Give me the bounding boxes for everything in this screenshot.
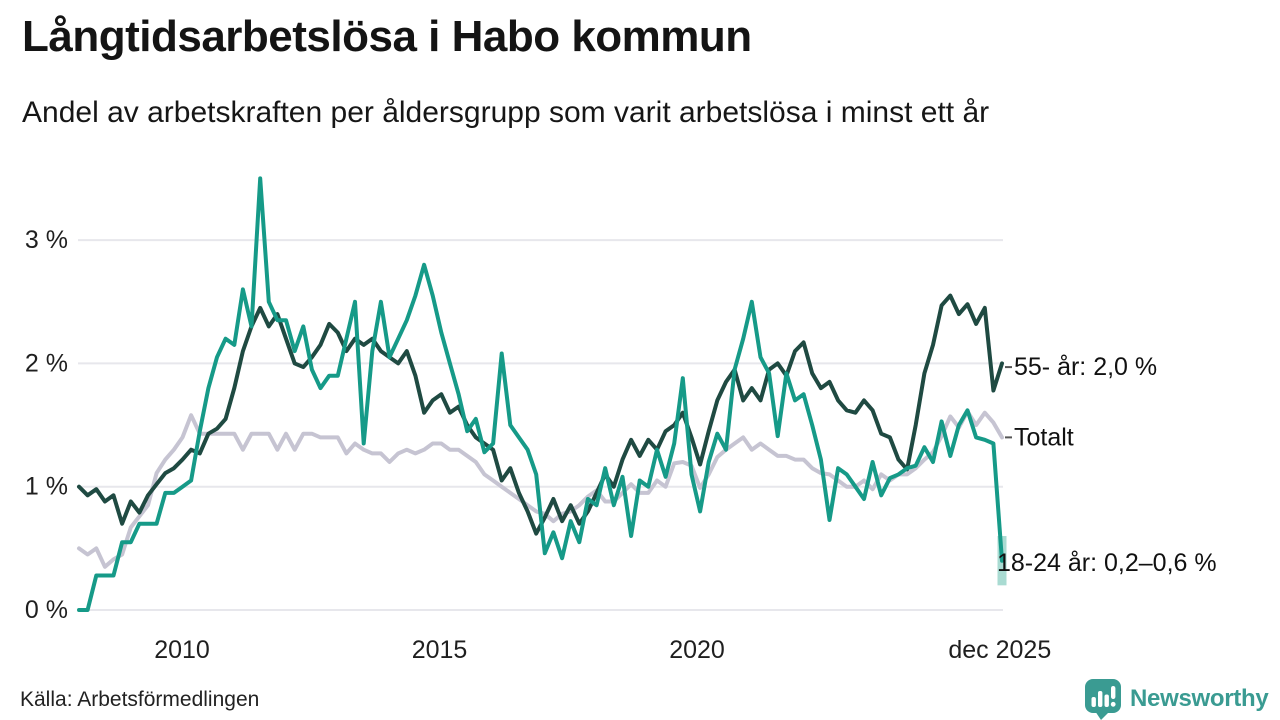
x-tick-label: 2020 bbox=[669, 636, 725, 664]
series-end-label: 55- år: 2,0 % bbox=[1014, 353, 1157, 381]
x-tick-label: 2010 bbox=[154, 636, 210, 664]
series-line-totalt bbox=[77, 409, 1004, 569]
y-tick-label: 3 % bbox=[25, 226, 68, 254]
x-tick-label: 2015 bbox=[412, 636, 468, 664]
newsworthy-logo-icon bbox=[1085, 679, 1121, 720]
newsworthy-logo: Newsworthy bbox=[1084, 678, 1269, 720]
brand-name: Newsworthy bbox=[1130, 685, 1269, 712]
y-tick-label: 2 % bbox=[25, 349, 68, 377]
series-end-label: 18-24 år: 0,2–0,6 % bbox=[997, 549, 1217, 577]
chart-subtitle: Andel av arbetskraften per åldersgrupp s… bbox=[22, 96, 990, 129]
y-tick-label: 0 % bbox=[25, 596, 68, 624]
series-end-label: Totalt bbox=[1014, 423, 1074, 451]
x-tick-label: dec 2025 bbox=[948, 636, 1051, 664]
source-note: Källa: Arbetsförmedlingen bbox=[20, 688, 260, 711]
series-line-18-24-r bbox=[77, 176, 1004, 612]
y-tick-label: 1 % bbox=[25, 473, 68, 501]
chart-title: Långtidsarbetslösa i Habo kommun bbox=[22, 12, 752, 61]
